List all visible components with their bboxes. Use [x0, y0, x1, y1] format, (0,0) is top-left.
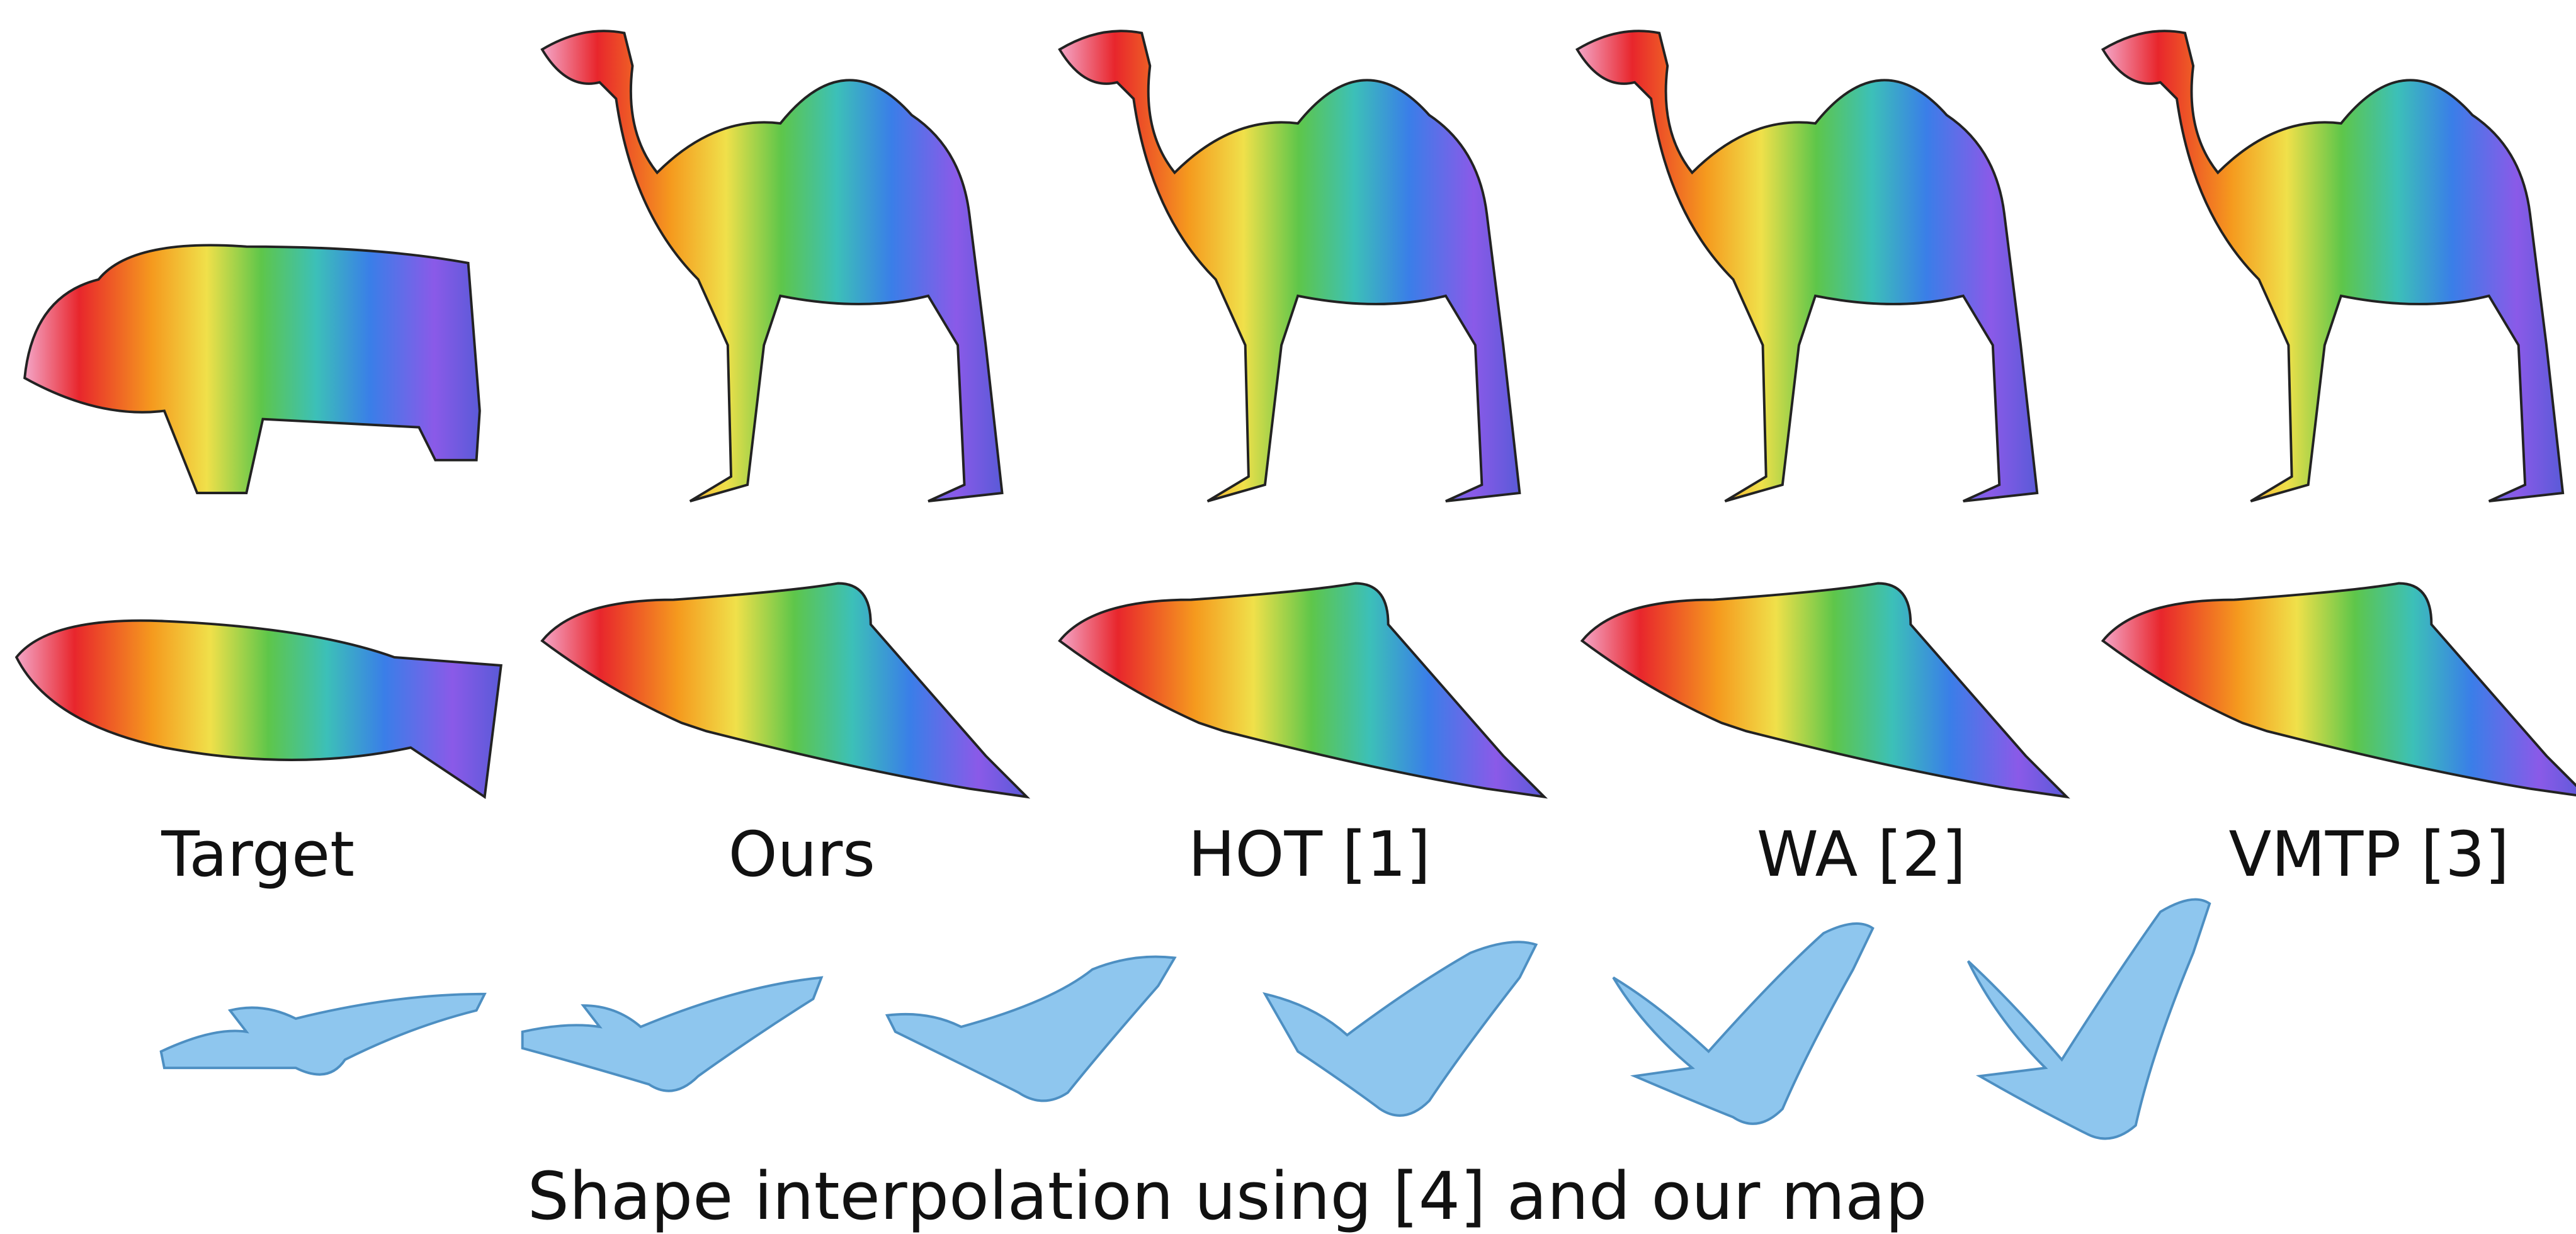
- dolphin-vmtp: [2103, 584, 2576, 797]
- camel-wa: [1577, 31, 2038, 501]
- bird-shape: [1613, 924, 1873, 1124]
- method-label: WA [2]: [1757, 818, 1966, 891]
- pig-shape: [25, 245, 480, 493]
- page: Target Ours HOT [1] WA [2] VMTP [3] Shap…: [0, 0, 2576, 1234]
- bird-shape: [161, 994, 485, 1075]
- caption: Shape interpolation using [4] and our ma…: [528, 1158, 1927, 1234]
- method-label: HOT [1]: [1188, 818, 1431, 891]
- dolphin-wa: [1582, 584, 2067, 797]
- camel-ours: [542, 31, 1002, 501]
- camel-vmtp: [2103, 31, 2563, 501]
- bird-shape: [887, 957, 1175, 1101]
- bird-shape: [523, 978, 822, 1091]
- bird-shape: [1968, 900, 2210, 1139]
- method-label: Target: [161, 818, 355, 891]
- dolphin-ours: [542, 584, 1027, 797]
- camel-hot: [1060, 31, 1520, 501]
- figure: Target Ours HOT [1] WA [2] VMTP [3] Shap…: [0, 0, 2576, 1234]
- bird-shape: [1265, 942, 1536, 1116]
- method-label: Ours: [729, 818, 875, 891]
- fish-shape: [16, 621, 501, 797]
- method-label: VMTP [3]: [2228, 818, 2509, 891]
- dolphin-hot: [1060, 584, 1545, 797]
